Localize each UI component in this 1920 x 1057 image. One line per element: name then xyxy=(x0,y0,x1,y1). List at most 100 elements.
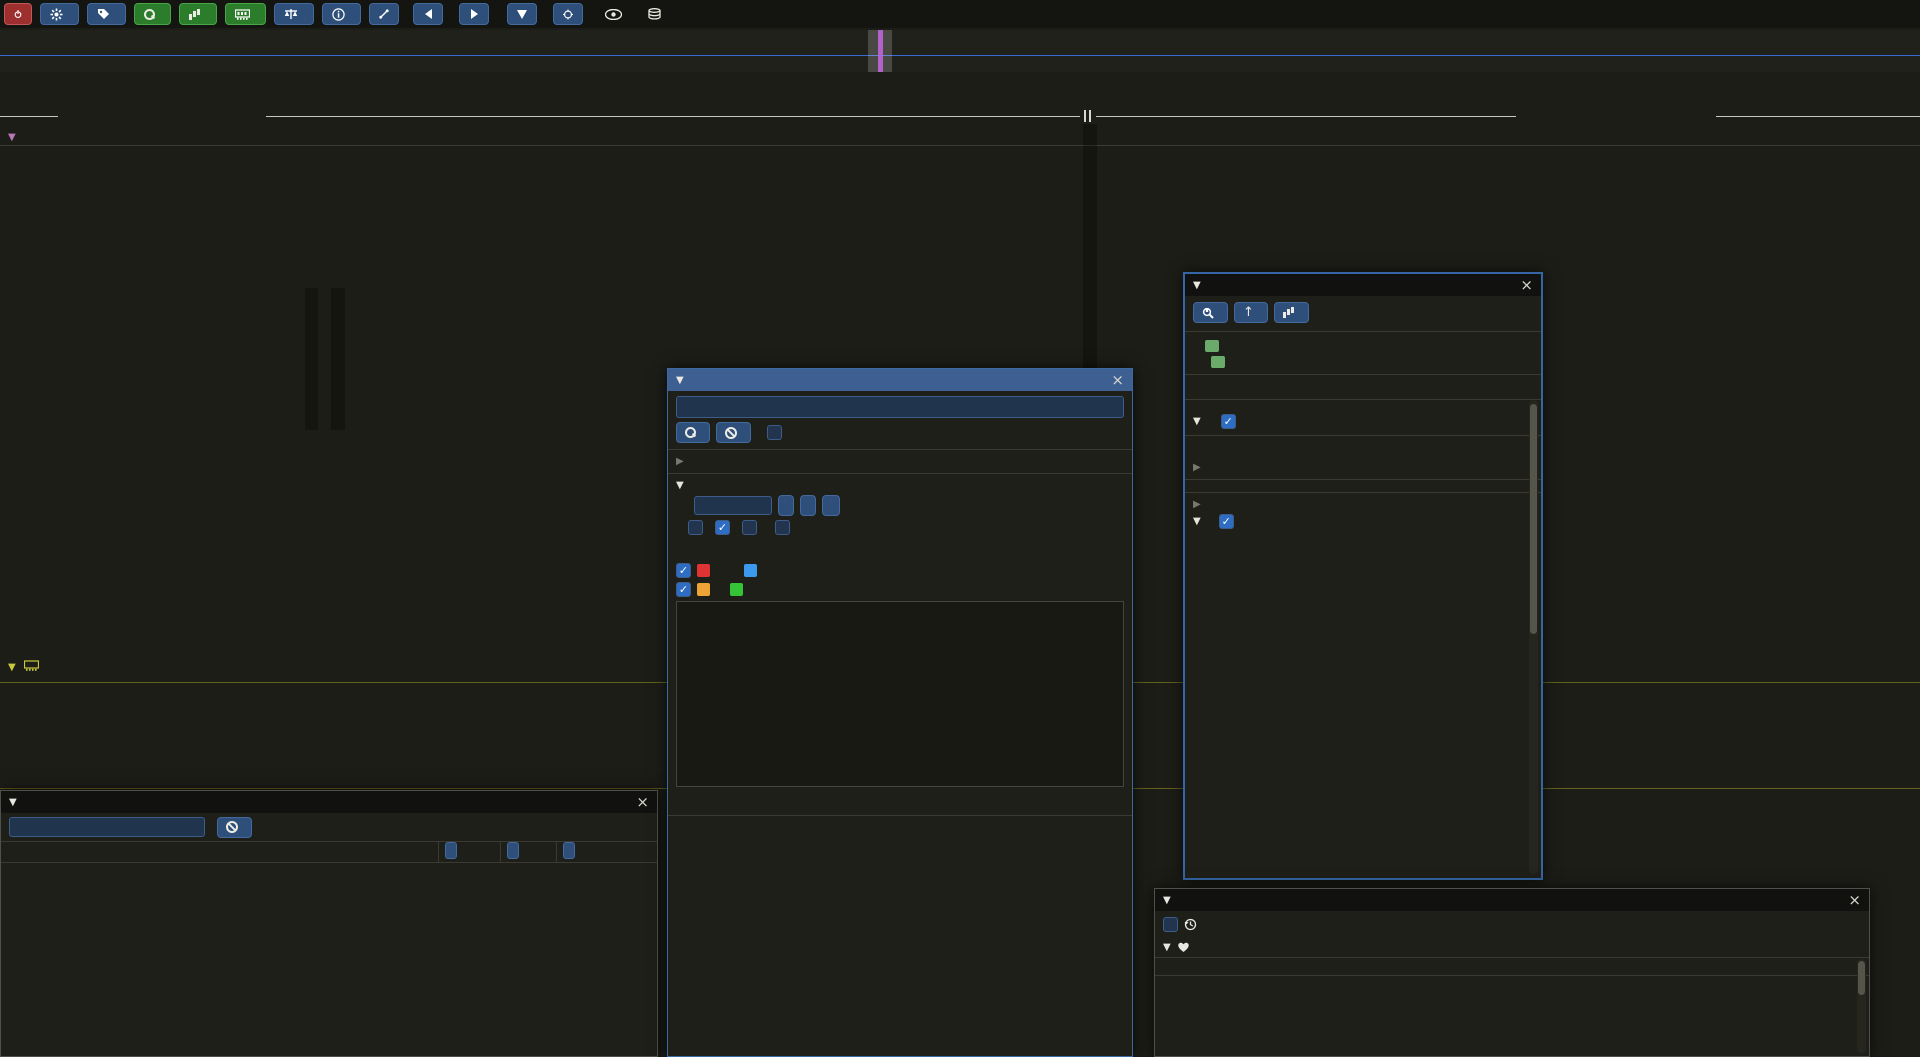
clear-icon xyxy=(725,426,737,439)
tools-button[interactable] xyxy=(369,3,399,25)
avg-median-display-checkbox[interactable]: ✓ xyxy=(676,563,691,578)
zone-info-titlebar[interactable]: ▼ × xyxy=(1185,274,1541,296)
power-icon[interactable] xyxy=(4,3,32,25)
crosshair-icon xyxy=(563,9,573,19)
heart-icon xyxy=(1177,942,1189,952)
statistics-button[interactable] xyxy=(179,3,217,25)
find-zone-query-input[interactable] xyxy=(676,396,1124,418)
go-to-parent-button[interactable]: ↑ xyxy=(1234,302,1268,323)
prev-frame-button[interactable] xyxy=(413,3,443,25)
statistics-titlebar[interactable]: ▼ × xyxy=(1,791,657,813)
find-zone-button[interactable] xyxy=(134,3,171,25)
capture-time-indicator xyxy=(648,8,667,20)
collapse-icon: ▼ xyxy=(8,132,16,143)
zoom-to-zone-button[interactable] xyxy=(1193,302,1228,323)
current-frame-marker xyxy=(878,30,883,72)
memory-window: ▼ × ▼ xyxy=(1154,888,1870,1057)
bin-reset-button[interactable] xyxy=(822,495,840,516)
messages-button[interactable] xyxy=(87,3,126,25)
history-icon xyxy=(1184,918,1197,930)
clear-button[interactable] xyxy=(716,422,751,443)
col-total-time[interactable] xyxy=(445,841,457,859)
zone-trace-toggle[interactable]: ▶ xyxy=(1193,499,1201,510)
minimap-baseline xyxy=(0,55,1920,56)
log-values-checkbox[interactable] xyxy=(688,520,703,535)
close-icon[interactable]: × xyxy=(1848,890,1861,909)
frame-select-button[interactable] xyxy=(507,3,537,25)
memory-usage-header[interactable]: ▼ xyxy=(8,658,51,674)
group-median-swatch xyxy=(730,583,743,596)
scales-icon xyxy=(284,9,298,19)
cpu-data-header[interactable]: ▼ xyxy=(8,128,20,144)
collapse-icon: ▼ xyxy=(1163,894,1171,906)
wait-regions-header[interactable]: ▼ ✓ xyxy=(1185,412,1541,431)
filter-clear-button[interactable] xyxy=(217,816,252,838)
matched-source-locations[interactable]: ▶ xyxy=(676,456,684,467)
collapse-icon: ▼ xyxy=(676,374,684,386)
relative-time-checkbox[interactable]: ✓ xyxy=(1220,414,1236,429)
next-frame-icon xyxy=(470,9,478,19)
gear-icon xyxy=(50,8,63,20)
zone-statistics-button[interactable] xyxy=(1273,302,1309,323)
statistics-window: ▼ × xyxy=(0,790,658,1057)
stats-icon xyxy=(1282,307,1295,318)
col-counts[interactable] xyxy=(507,841,519,859)
active-allocations-toggle[interactable]: ▼ xyxy=(1155,937,1869,957)
thread-color-swatch[interactable] xyxy=(1211,356,1225,368)
search-icon xyxy=(685,427,696,438)
average-time-swatch xyxy=(697,564,710,577)
self-time-checkbox[interactable] xyxy=(775,520,790,535)
allocations-table-header[interactable] xyxy=(1155,957,1869,976)
search-icon xyxy=(144,8,155,20)
restrict-time-checkbox[interactable] xyxy=(1163,916,1178,932)
allocations-list-toggle[interactable]: ▶ xyxy=(1193,462,1201,473)
median-time-swatch xyxy=(744,564,757,577)
ignore-case-checkbox[interactable] xyxy=(767,425,782,440)
frame-bar[interactable] xyxy=(0,108,1920,124)
time-ruler[interactable] xyxy=(0,74,1920,108)
zone-info-scrollbar[interactable] xyxy=(1529,400,1538,874)
memory-scrollbar[interactable] xyxy=(1857,959,1866,1053)
options-button[interactable] xyxy=(40,3,79,25)
frame-overview-minimap[interactable] xyxy=(0,30,1920,72)
group-children-checkbox[interactable]: ✓ xyxy=(1218,514,1234,529)
group-average-swatch xyxy=(697,583,710,596)
close-icon[interactable]: × xyxy=(1520,275,1533,294)
view-span-indicator xyxy=(605,8,628,20)
group-display-checkbox[interactable]: ✓ xyxy=(676,582,691,597)
histogram-axis xyxy=(676,787,1124,795)
next-frame-button[interactable] xyxy=(459,3,489,25)
goto-frame-button[interactable] xyxy=(553,3,583,25)
collapse-icon: ▼ xyxy=(9,796,17,808)
memory-button[interactable] xyxy=(225,3,266,25)
min-bin-input[interactable] xyxy=(694,496,772,515)
find-zone-titlebar[interactable]: ▼ × xyxy=(668,369,1132,391)
bin-plus-button[interactable] xyxy=(800,495,816,516)
find-zone-window: ▼ × ▶ ▼ xyxy=(667,368,1133,1057)
ram-icon xyxy=(24,660,40,671)
collapse-icon: ▼ xyxy=(1193,279,1201,291)
tag-icon xyxy=(98,9,109,19)
down-icon xyxy=(517,9,527,19)
histogram-section-header[interactable]: ▼ xyxy=(676,480,684,491)
log-time-checkbox[interactable]: ✓ xyxy=(715,520,730,535)
close-icon[interactable]: × xyxy=(1111,370,1124,389)
zone-color-swatch[interactable] xyxy=(1205,340,1219,352)
info-button[interactable] xyxy=(322,3,361,25)
ram-icon xyxy=(235,8,250,20)
filter-zones-input[interactable] xyxy=(9,817,205,837)
find-button[interactable] xyxy=(676,422,710,443)
close-icon[interactable]: × xyxy=(636,792,649,811)
child-zones-toggle[interactable]: ▼ ✓ xyxy=(1185,512,1541,531)
cumulate-time-checkbox[interactable] xyxy=(742,520,757,535)
zoom-to-zone-icon xyxy=(1202,307,1214,319)
frame-separator xyxy=(1084,110,1086,122)
prev-frame-icon xyxy=(424,9,432,19)
bin-minus-button[interactable] xyxy=(778,495,794,516)
col-mtpc[interactable] xyxy=(563,841,575,859)
compare-button[interactable] xyxy=(274,3,314,25)
zone-info-window: ▼ × ↑ xyxy=(1183,272,1543,880)
memory-titlebar[interactable]: ▼ × xyxy=(1155,889,1869,911)
main-toolbar xyxy=(0,0,1920,28)
time-histogram[interactable] xyxy=(676,601,1124,787)
